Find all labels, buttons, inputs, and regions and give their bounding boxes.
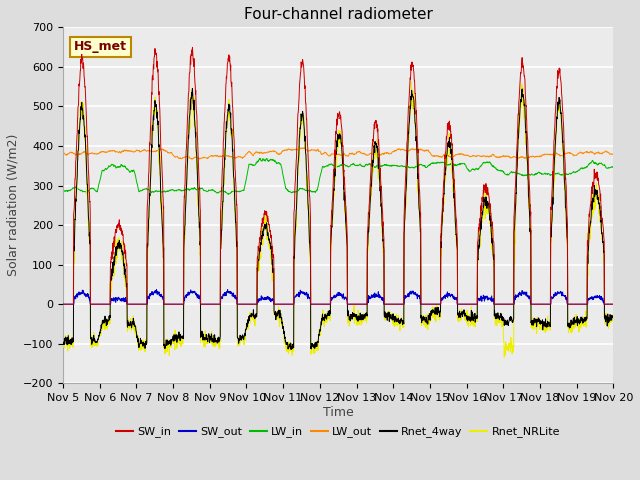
Text: HS_met: HS_met [74,40,127,53]
Y-axis label: Solar radiation (W/m2): Solar radiation (W/m2) [7,134,20,276]
Legend: SW_in, SW_out, LW_in, LW_out, Rnet_4way, Rnet_NRLite: SW_in, SW_out, LW_in, LW_out, Rnet_4way,… [112,422,564,442]
X-axis label: Time: Time [323,406,353,419]
Title: Four-channel radiometer: Four-channel radiometer [244,7,433,22]
